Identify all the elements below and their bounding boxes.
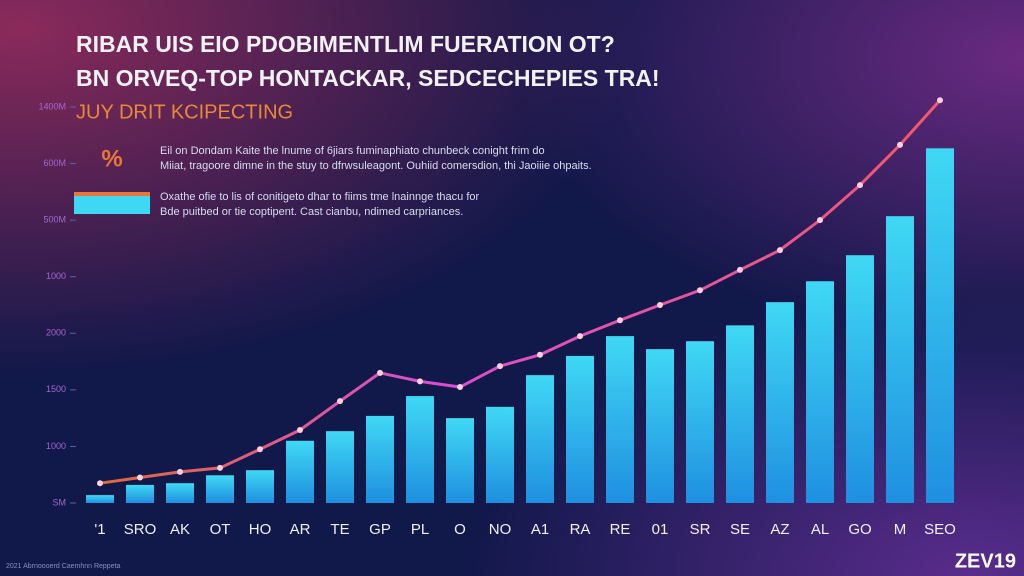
bar [726, 325, 754, 503]
x-tick-label: AZ [770, 521, 789, 538]
line-point [937, 97, 943, 104]
line-point [377, 369, 383, 376]
bar [366, 415, 394, 503]
bar [646, 349, 674, 503]
y-tick-label: 1000 [46, 441, 66, 451]
line-point [897, 141, 903, 148]
x-tick-label: SEO [924, 521, 956, 538]
line [99, 99, 942, 485]
bar [766, 302, 794, 503]
line-point [217, 464, 223, 471]
line-point [697, 287, 703, 294]
x-tick-label: '1 [94, 521, 105, 538]
line-point [857, 182, 863, 189]
line-point [617, 317, 623, 324]
x-tick-label: SE [730, 521, 750, 538]
bar [166, 483, 194, 503]
bar [286, 440, 314, 503]
x-tick-label: A1 [531, 521, 549, 538]
bar [926, 148, 954, 503]
x-tick-label: NO [489, 521, 512, 538]
x-tick-label: AK [170, 521, 190, 538]
y-tick-label: SM [53, 497, 67, 507]
bar [886, 216, 914, 503]
x-tick-label: OT [210, 521, 231, 538]
footnote: 2021 Abrnoooerd Caemhnn Reppeta [6, 563, 121, 570]
y-tick-label: 600M [43, 158, 66, 168]
y-tick-label: 1400M [38, 101, 66, 111]
bar [486, 406, 514, 503]
legend-swatch [74, 194, 150, 214]
bar [326, 431, 354, 503]
x-tick-label: M [894, 521, 907, 538]
y-tick-label: 500M [43, 215, 66, 225]
x-tick-label: RA [570, 521, 591, 538]
title-line: BN ORVEQ-TOP HONTACKAR, SEDCECHEPIES TRA… [76, 65, 660, 91]
line-point [177, 468, 183, 475]
line-point [257, 446, 263, 453]
subtitle: JUY DRIT KCIPECTING [76, 101, 293, 123]
watermark: ZEV19 [955, 550, 1016, 572]
bar [846, 255, 874, 503]
bar [606, 336, 634, 503]
bar [206, 475, 234, 503]
line-point [417, 378, 423, 385]
line-point [297, 427, 303, 434]
x-tick-label: SRO [124, 521, 157, 538]
bar [566, 355, 594, 503]
line-point [817, 217, 823, 224]
x-tick-label: TE [330, 521, 349, 538]
x-tick-label: AR [290, 521, 311, 538]
line-point [737, 266, 743, 273]
line-point [497, 363, 503, 370]
bar [126, 484, 154, 503]
bar [446, 418, 474, 503]
y-tick-label: 2000 [46, 328, 66, 338]
line-point [537, 351, 543, 358]
legend-text: Eil on Dondam Kaite the lnume of 6jiars … [160, 145, 545, 157]
legend-text: Bde puitbed or tie coptipent. Cast cianb… [160, 206, 463, 218]
legend-text: Miiat, tragoore dimne in the stuy to dfr… [160, 160, 592, 172]
line-point [577, 333, 583, 340]
line-point [777, 247, 783, 254]
legend-icon: % [101, 145, 122, 172]
bar [806, 281, 834, 503]
x-tick-label: HO [249, 521, 272, 538]
x-tick-label: AL [811, 521, 829, 538]
bar [246, 470, 274, 503]
x-tick-label: PL [411, 521, 429, 538]
line-point [457, 384, 463, 391]
bar [686, 341, 714, 503]
x-tick-label: RE [610, 521, 631, 538]
title-line: RIBAR UIS EIO PDOBIMENTLIM FUERATION OT? [76, 31, 615, 57]
x-tick-label: 01 [652, 521, 669, 538]
legend-text: Oxathe ofie to lis of conitigeto dhar to… [160, 191, 480, 203]
line-point [137, 474, 143, 481]
legend-swatch-top [74, 192, 150, 196]
bar [406, 396, 434, 503]
line-point [657, 302, 663, 308]
x-tick-label: GO [848, 521, 871, 538]
y-tick-label: 1000 [46, 271, 66, 281]
line-point [337, 398, 343, 405]
x-tick-label: SR [690, 521, 711, 538]
bar [526, 375, 554, 503]
x-tick-label: GP [369, 521, 391, 538]
line-point [97, 480, 103, 487]
x-tick-label: O [454, 521, 466, 538]
bar [86, 495, 114, 503]
y-tick-label: 1500 [46, 384, 66, 394]
